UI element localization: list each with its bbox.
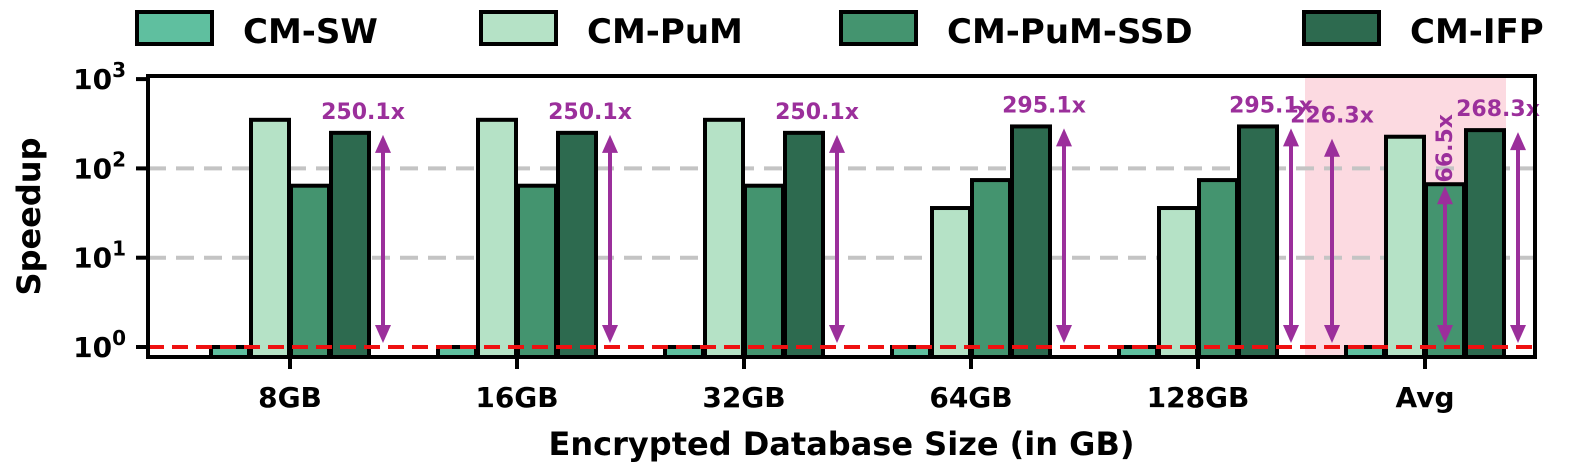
annotation-arrow-head [829, 325, 845, 343]
legend-label: CM-SW [243, 12, 378, 52]
x-tick-label: 16GB [475, 381, 558, 414]
annotation-arrow-head [1437, 186, 1453, 205]
bar [1384, 134, 1426, 359]
annotation-arrow-head [1510, 325, 1526, 343]
y-axis: 100 101 102 103 [73, 58, 148, 364]
bar [743, 183, 785, 359]
y-tick-label: 102 [73, 147, 126, 185]
annotation-arrow-head [602, 134, 618, 153]
annotation-arrow-head [1056, 325, 1072, 343]
bar [930, 206, 972, 359]
bar [289, 183, 331, 359]
annotation-label: 250.1x [321, 100, 405, 125]
bar [1157, 206, 1199, 359]
legend-label: CM-PuM [587, 12, 743, 52]
annotation-arrow-head [1324, 138, 1340, 157]
bar [1010, 124, 1052, 359]
x-tick-label: 8GB [258, 381, 322, 414]
y-tick-label: 103 [73, 58, 126, 96]
bar [1197, 178, 1239, 359]
legend: CM-SW CM-PuM CM-PuM-SSD CM-IFP [135, 10, 1544, 52]
annotation-arrow-head [1056, 128, 1072, 147]
bar [970, 178, 1012, 359]
bar [1464, 128, 1506, 359]
legend-swatch [479, 10, 558, 46]
annotation-arrow-head [375, 325, 391, 343]
legend-swatch [1302, 10, 1381, 46]
bar [516, 183, 558, 359]
annotation-arrow-head [1510, 132, 1526, 151]
x-axis-title: Encrypted Database Size (in GB) [549, 425, 1135, 463]
x-tick-label: Avg [1396, 381, 1455, 414]
x-tick-label: 128GB [1147, 381, 1250, 414]
bar [556, 130, 598, 359]
annotation-arrow-head [1283, 325, 1299, 343]
bar [476, 117, 518, 359]
x-tick-label: 64GB [929, 381, 1012, 414]
annotation-label: 295.1x [1229, 93, 1313, 118]
legend-label: CM-PuM-SSD [947, 12, 1193, 52]
legend-swatch [839, 10, 918, 46]
legend-label: CM-IFP [1410, 12, 1544, 52]
y-axis-title: Speedup [10, 138, 48, 296]
legend-swatch [135, 10, 214, 46]
plot-frame [146, 74, 1537, 359]
bar [249, 117, 291, 359]
bars [209, 117, 1506, 359]
x-tick-label: 32GB [702, 381, 785, 414]
annotation-label: 250.1x [548, 100, 632, 125]
annotation-arrow-head [1283, 128, 1299, 147]
x-axis: 8GB 16GB 32GB 64GB 128GB Avg [258, 357, 1454, 414]
bar [783, 130, 825, 359]
bar [1237, 124, 1279, 359]
bar [329, 130, 371, 359]
annotation-label: 268.3x [1456, 97, 1540, 122]
y-tick-label: 100 [73, 326, 126, 364]
bar [703, 117, 745, 359]
annotation-label: 295.1x [1002, 93, 1086, 118]
annotation-label: 250.1x [775, 100, 859, 125]
y-tick-label: 101 [73, 237, 126, 275]
annotation-arrow-head [1324, 325, 1340, 343]
annotation-arrow-head [829, 134, 845, 153]
grid-lines [148, 166, 1535, 260]
annotation-arrow-head [602, 325, 618, 343]
annotation-label: 66.5x [1433, 114, 1458, 182]
annotation-arrow-head [1437, 325, 1453, 343]
annotation-arrow-head [375, 134, 391, 153]
annotation-label: 226.3x [1290, 104, 1374, 129]
